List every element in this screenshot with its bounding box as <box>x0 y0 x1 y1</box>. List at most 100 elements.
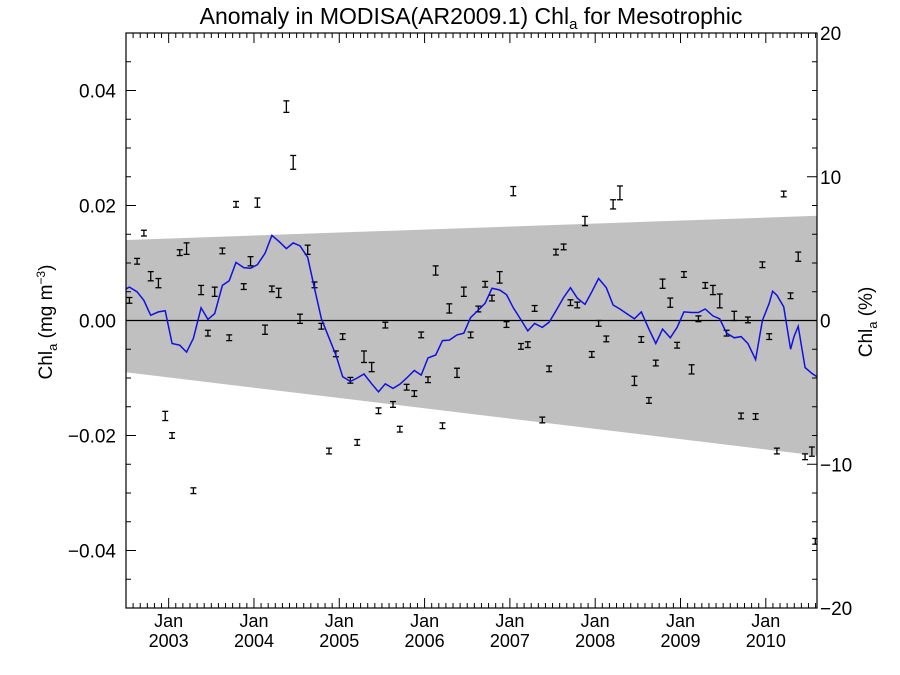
x-tick-month-label: Jan <box>410 611 439 631</box>
error-bar-point <box>233 200 240 208</box>
error-bar-point <box>368 361 375 373</box>
error-bar-point <box>403 383 410 391</box>
x-tick-year-label: 2009 <box>660 631 700 651</box>
right-y-tick-label: 0 <box>820 312 831 333</box>
error-bar-point <box>688 364 695 375</box>
error-bar-point <box>560 243 567 251</box>
envelope-band <box>126 215 817 456</box>
error-bar-point <box>147 270 154 282</box>
x-tick-year-label: 2008 <box>575 631 615 651</box>
error-bar-point <box>453 367 460 379</box>
left-y-label-main: Chl <box>36 351 57 380</box>
right-y-label-subscript: a <box>865 321 880 329</box>
chart-title-tail: for Mesotrophic <box>577 3 742 29</box>
error-bar-point <box>680 270 687 279</box>
left-y-axis-label: Chla (mg m−3) <box>34 265 60 380</box>
error-bar-point <box>738 412 745 420</box>
error-bar-point <box>488 294 495 302</box>
left-y-tick-label: 0.00 <box>79 312 116 333</box>
x-tick-month-label: Jan <box>495 611 524 631</box>
right-y-tick-label: −20 <box>820 599 852 620</box>
error-bar-point <box>219 247 226 255</box>
error-bar-point <box>290 154 297 170</box>
left-y-tick-label: −0.04 <box>68 542 117 563</box>
x-tick-year-label: 2004 <box>234 631 274 651</box>
x-tick-month-label: Jan <box>666 611 695 631</box>
error-bar-series <box>126 100 817 545</box>
error-bar-point <box>283 100 290 113</box>
error-bar-point <box>482 280 489 288</box>
error-bar-point <box>396 425 403 433</box>
left-y-label-close: ) <box>36 265 57 271</box>
x-tick-year-label: 2003 <box>149 631 189 651</box>
error-bar-point <box>326 447 333 455</box>
error-bar-point <box>460 286 467 298</box>
error-bar-point <box>603 335 610 343</box>
left-y-label-unit: (mg m <box>36 285 57 344</box>
error-bar-point <box>795 251 802 262</box>
error-bar-point <box>610 199 617 210</box>
error-bar-point <box>546 365 553 373</box>
error-bar-point <box>766 333 773 341</box>
right-y-label-unit: (%) <box>856 287 877 322</box>
error-bar-point <box>275 287 282 299</box>
error-bar-point <box>595 319 602 327</box>
running-mean-line <box>126 234 817 393</box>
error-bar-point <box>638 335 645 344</box>
error-bar-point <box>162 410 169 422</box>
error-bar-point <box>247 256 254 267</box>
error-bar-point <box>531 304 538 312</box>
error-bar-point <box>780 190 787 198</box>
error-bar-point <box>382 321 389 329</box>
error-bar-point <box>709 284 716 296</box>
chart-title-subscript: a <box>569 16 578 33</box>
left-y-label-subscript: a <box>45 343 60 351</box>
error-bar-point <box>169 431 176 440</box>
error-bar-point <box>496 270 503 284</box>
error-bar-point <box>773 447 780 455</box>
error-bar-point <box>802 453 809 461</box>
error-bar-point <box>787 292 794 300</box>
right-y-tick-labels: −20 −10 0 10 20 <box>820 24 852 620</box>
chart-title-main: Anomaly in MODISA(AR2009.1) Chl <box>200 3 569 29</box>
right-y-tick-label: 10 <box>820 168 841 189</box>
error-bar-point <box>503 320 510 329</box>
error-bar-point <box>731 310 738 322</box>
x-tick-month-label: Jan <box>581 611 610 631</box>
left-y-tick-label: 0.02 <box>79 197 116 218</box>
error-bar-point <box>140 229 147 237</box>
axis-ticks <box>125 32 817 609</box>
error-bar-point <box>155 277 162 289</box>
error-bar-point <box>631 375 638 387</box>
x-tick-year-label: 2010 <box>746 631 786 651</box>
x-tick-month-label: Jan <box>239 611 268 631</box>
error-bar-point <box>645 396 652 404</box>
error-bar-point <box>424 376 431 384</box>
left-y-label-superscript: −3 <box>34 271 48 285</box>
error-bar-point <box>268 285 275 293</box>
left-y-tick-label: 0.04 <box>79 82 116 103</box>
right-y-axis-label: Chla (%) <box>856 287 880 358</box>
error-bar-point <box>752 412 759 421</box>
left-y-tick-label: −0.02 <box>68 427 116 448</box>
error-bar-point <box>510 185 517 197</box>
error-bar-point <box>581 215 588 227</box>
error-bar-point <box>198 284 205 296</box>
x-tick-year-label: 2007 <box>490 631 530 651</box>
error-bar-point <box>390 400 397 408</box>
right-y-label-main: Chl <box>856 329 877 358</box>
error-bar-point <box>262 324 269 335</box>
error-bar-point <box>375 407 382 415</box>
error-bar-point <box>190 487 197 495</box>
error-bar-point <box>226 334 233 342</box>
error-bar-point <box>176 249 183 257</box>
error-bar-point <box>183 242 190 256</box>
error-bar-point <box>524 341 531 349</box>
error-bar-point <box>716 293 723 309</box>
left-y-tick-labels: −0.04 −0.02 0.00 0.02 0.04 <box>68 82 117 563</box>
error-bar-point <box>812 537 817 545</box>
error-bar-point <box>339 333 346 341</box>
error-bar-point <box>418 331 425 339</box>
error-bar-point <box>552 248 559 256</box>
